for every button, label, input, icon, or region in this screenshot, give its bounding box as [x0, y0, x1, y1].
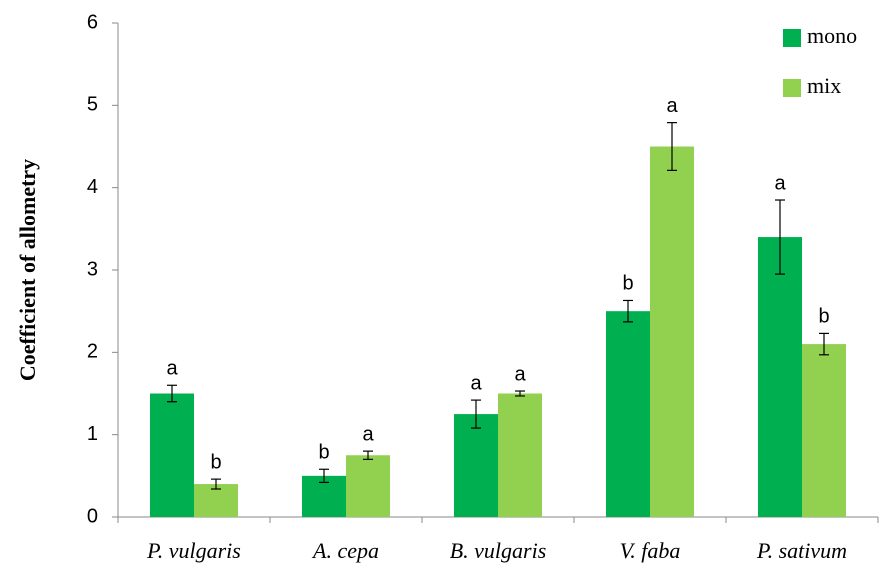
error-bar [167, 384, 177, 403]
y-tick-label: 2 [87, 341, 98, 363]
y-tick-label: 5 [87, 94, 98, 116]
bar [606, 311, 650, 517]
error-bar [211, 478, 221, 490]
significance-letter: b [318, 442, 329, 464]
legend-swatch [783, 29, 801, 47]
x-tick-label: P. sativum [756, 538, 847, 563]
error-bar [319, 468, 329, 484]
bar [758, 237, 802, 518]
error-bar [471, 399, 481, 429]
significance-letter: a [470, 372, 482, 394]
error-bar [819, 332, 829, 356]
y-tick-label: 1 [87, 423, 98, 445]
y-axis-label: Coefficient of allometry [15, 159, 40, 381]
significance-letter: a [774, 172, 786, 194]
significance-letter: a [514, 363, 526, 385]
legend-label: mix [807, 73, 841, 98]
error-bar [515, 390, 525, 397]
x-tick-label: A. cepa [311, 538, 379, 563]
bar [802, 344, 846, 517]
error-bar [667, 122, 677, 171]
legend-label: mono [807, 23, 857, 48]
y-tick-label: 0 [87, 505, 98, 527]
significance-letter: a [666, 95, 678, 117]
x-tick-label: P. vulgaris [146, 538, 241, 563]
significance-letter: b [818, 306, 829, 328]
bar [346, 455, 390, 517]
error-bar [623, 299, 633, 323]
significance-letter: b [210, 451, 221, 473]
bar [498, 393, 542, 517]
bar [150, 393, 194, 517]
x-tick-label: V. faba [620, 538, 681, 563]
error-bar [775, 199, 785, 275]
y-tick-label: 3 [87, 258, 98, 280]
significance-letter: b [622, 273, 633, 295]
legend-swatch [783, 79, 801, 97]
significance-letter: a [166, 358, 178, 380]
error-bar [363, 450, 373, 460]
bar [650, 146, 694, 517]
y-tick-label: 6 [87, 11, 98, 33]
significance-letter: a [362, 423, 374, 445]
y-tick-label: 4 [87, 176, 98, 198]
bar [454, 414, 498, 517]
x-tick-label: B. vulgaris [450, 538, 547, 563]
